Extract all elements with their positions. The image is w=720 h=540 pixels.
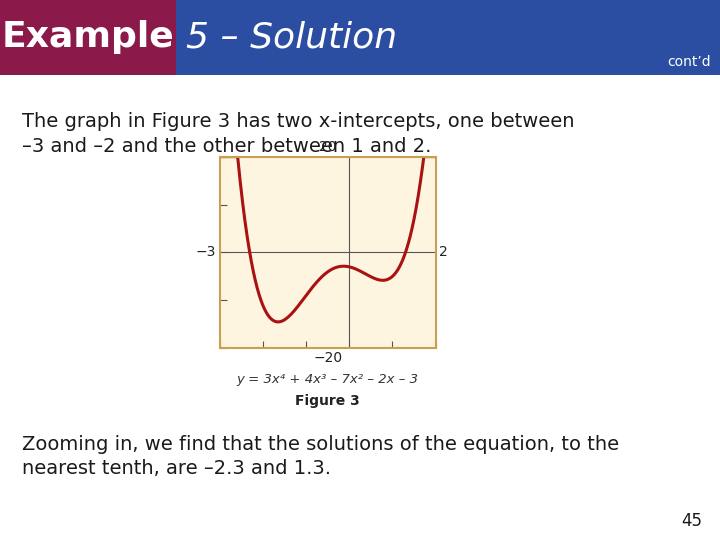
Text: cont’d: cont’d (667, 55, 711, 69)
Text: The graph in Figure 3 has two x-intercepts, one between: The graph in Figure 3 has two x-intercep… (22, 112, 574, 131)
Text: Zooming in, we find that the solutions of the equation, to the: Zooming in, we find that the solutions o… (22, 435, 618, 454)
Text: 2: 2 (439, 246, 448, 259)
Text: 5 – Solution: 5 – Solution (186, 21, 397, 54)
Text: −3: −3 (196, 246, 216, 259)
Text: 45: 45 (681, 512, 702, 530)
Text: nearest tenth, are –2.3 and 1.3.: nearest tenth, are –2.3 and 1.3. (22, 459, 330, 478)
Text: −20: −20 (313, 351, 342, 365)
Text: Example: Example (1, 21, 174, 54)
Text: Figure 3: Figure 3 (295, 394, 360, 408)
Text: 20: 20 (319, 140, 336, 154)
Bar (0, 0, 176, 75)
Text: y = 3x⁴ + 4x³ – 7x² – 2x – 3: y = 3x⁴ + 4x³ – 7x² – 2x – 3 (237, 373, 418, 386)
Text: –3 and –2 and the other between 1 and 2.: –3 and –2 and the other between 1 and 2. (22, 137, 431, 156)
